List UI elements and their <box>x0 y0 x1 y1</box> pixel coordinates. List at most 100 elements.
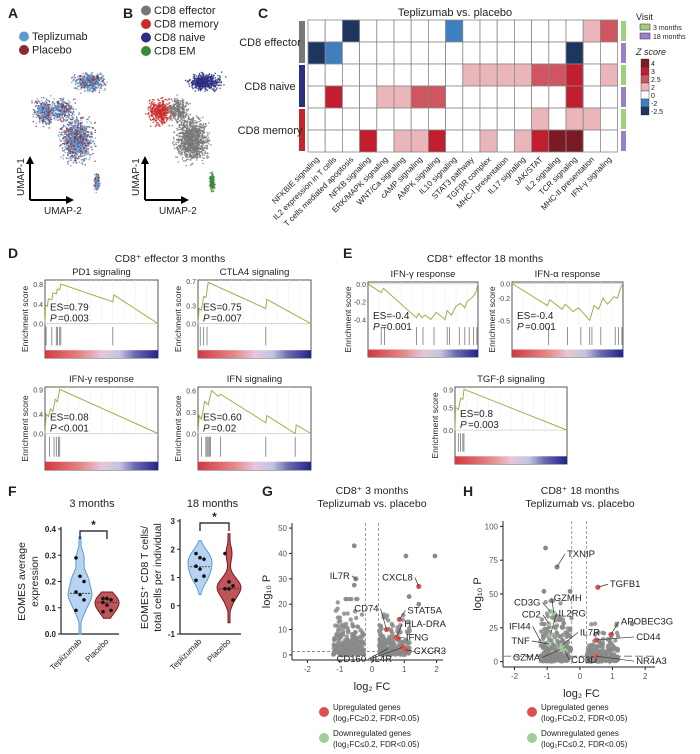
umap-point <box>189 121 191 124</box>
umap-point <box>193 75 196 78</box>
umap-point <box>194 145 197 147</box>
umap-point <box>190 84 193 87</box>
umap-point <box>171 100 174 102</box>
umap-point <box>94 129 97 131</box>
umap-point <box>196 77 199 80</box>
umap-point <box>51 103 53 105</box>
umap-point <box>71 141 74 144</box>
umap-point <box>63 110 65 113</box>
panel-label: E <box>343 245 352 261</box>
heatmap-cell <box>427 85 446 109</box>
umap-point <box>149 118 151 120</box>
umap-point <box>198 154 201 156</box>
umap-point <box>34 100 37 102</box>
umap-point <box>193 131 195 134</box>
umap-point <box>37 116 40 118</box>
umap-point <box>185 108 188 111</box>
umap-point <box>95 174 97 177</box>
umap-point <box>74 159 77 162</box>
umap-point <box>73 87 76 89</box>
umap-point <box>191 86 194 89</box>
umap-point <box>65 142 68 145</box>
umap-point <box>54 103 56 105</box>
umap-point <box>219 81 221 83</box>
umap-point <box>79 122 82 124</box>
umap-point <box>155 121 158 123</box>
umap-point <box>168 108 171 111</box>
umap-point <box>100 83 103 86</box>
umap-point <box>195 124 198 127</box>
umap-point <box>206 135 208 137</box>
umap-point <box>188 147 190 150</box>
arrow-head-icon <box>26 156 34 164</box>
heatmap-cell <box>479 85 498 109</box>
umap-point <box>194 82 197 85</box>
umap-point <box>196 121 198 123</box>
umap-point <box>79 124 82 126</box>
umap-point <box>174 143 176 145</box>
umap-point <box>214 81 216 83</box>
umap-point <box>183 119 185 121</box>
umap-point <box>194 132 197 134</box>
umap-point <box>93 185 95 187</box>
umap-point <box>152 121 154 123</box>
umap-point <box>73 143 75 146</box>
umap-point <box>82 117 84 120</box>
umap-point <box>215 83 217 85</box>
heatmap-cell <box>393 63 412 87</box>
umap-point <box>68 110 70 113</box>
umap-point <box>64 151 66 154</box>
umap-point <box>82 72 84 75</box>
heatmap-cell <box>548 19 567 43</box>
umap-point <box>98 176 100 179</box>
umap-point <box>202 129 205 132</box>
umap-point <box>206 157 209 159</box>
umap-point <box>195 75 197 77</box>
umap-point <box>59 133 61 136</box>
umap-point <box>189 164 192 167</box>
umap-point <box>85 129 88 131</box>
umap-point <box>34 110 37 112</box>
umap-point <box>61 110 64 113</box>
umap-point <box>68 143 70 145</box>
umap-point <box>62 134 64 136</box>
umap-point <box>46 112 49 115</box>
umap-point <box>162 103 164 106</box>
umap-point <box>213 90 216 93</box>
umap-point <box>178 110 180 112</box>
umap-point <box>78 145 80 148</box>
umap-point <box>83 85 85 88</box>
umap-point <box>67 115 69 117</box>
umap-point <box>187 158 189 160</box>
umap-point <box>78 151 80 153</box>
umap-point <box>71 111 74 114</box>
umap-point <box>202 83 205 85</box>
umap-point <box>71 77 73 79</box>
umap-point <box>165 106 168 109</box>
umap-point <box>41 116 44 118</box>
umap-point <box>177 151 180 154</box>
heatmap-cell <box>427 107 446 131</box>
umap-point <box>50 112 53 114</box>
umap-point <box>208 76 211 79</box>
umap-point <box>207 142 210 145</box>
umap-point <box>186 140 188 143</box>
umap-point <box>96 180 98 182</box>
umap-point <box>157 108 160 110</box>
umap-point <box>212 75 215 78</box>
umap-point <box>208 122 210 124</box>
umap-point <box>173 131 175 134</box>
umap-point <box>188 156 190 158</box>
umap-point <box>99 77 102 79</box>
umap-point <box>68 128 70 131</box>
heatmap-cell <box>359 107 378 131</box>
heatmap-cell <box>376 63 395 87</box>
umap-point <box>192 143 194 145</box>
umap-point <box>70 121 72 123</box>
umap-point <box>69 101 71 104</box>
umap-point <box>74 102 76 104</box>
heatmap-cell <box>393 19 412 43</box>
umap-point <box>202 131 204 133</box>
umap-point <box>191 124 194 127</box>
heatmap-cell <box>359 19 378 43</box>
